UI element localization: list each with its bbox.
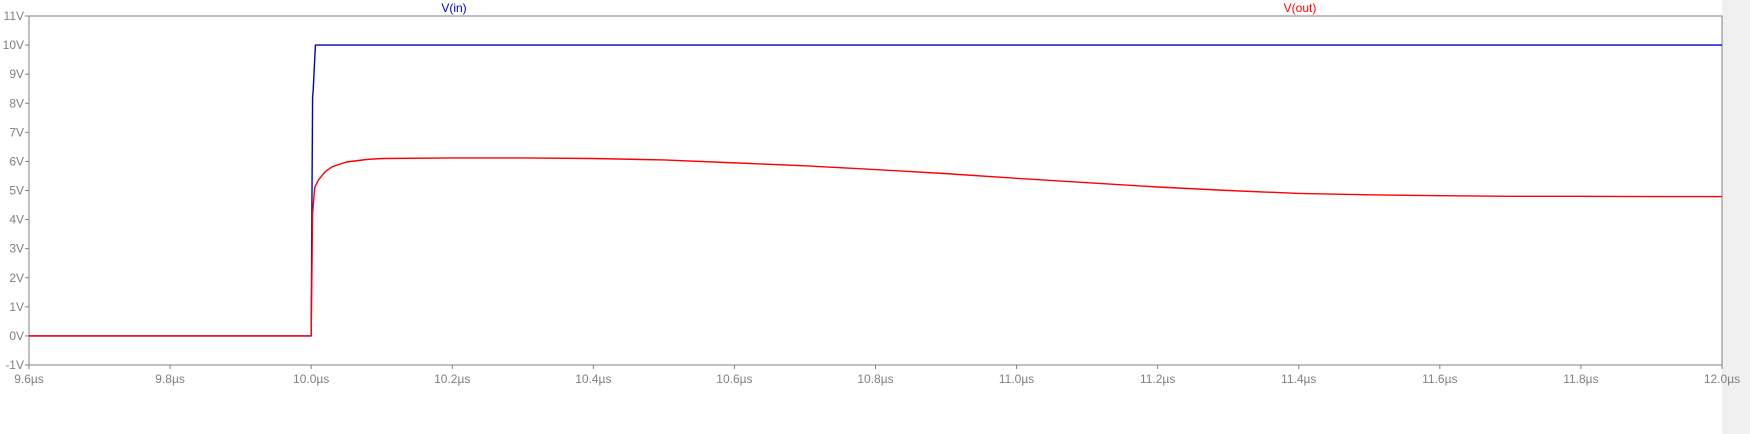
y-tick-label: 10V bbox=[3, 38, 24, 52]
y-tick-label: 6V bbox=[9, 154, 24, 168]
x-tick-label: 11.2µs bbox=[1140, 372, 1175, 386]
y-tick-label: 4V bbox=[9, 213, 24, 227]
x-tick-label: 11.6µs bbox=[1422, 372, 1457, 386]
series-line-vout[interactable] bbox=[29, 157, 1722, 337]
x-tick-label: 10.8µs bbox=[857, 372, 893, 386]
y-tick-label: 3V bbox=[9, 242, 24, 256]
y-tick-label: 5V bbox=[9, 184, 24, 198]
legend-label-vin[interactable]: V(in) bbox=[441, 1, 466, 15]
x-tick-label: 10.2µs bbox=[434, 372, 470, 386]
x-tick-label: 11.0µs bbox=[999, 372, 1034, 386]
series-line-vin[interactable] bbox=[29, 44, 1722, 337]
legend: V(in) V(out) bbox=[441, 1, 1316, 15]
y-tick-label: 0V bbox=[9, 329, 24, 343]
y-tick-label: -1V bbox=[5, 358, 24, 372]
y-tick-label: 9V bbox=[9, 67, 24, 81]
y-tick-label: 8V bbox=[9, 96, 24, 110]
scrollbar-strip bbox=[1722, 0, 1750, 434]
x-tick-label: 9.6µs bbox=[14, 372, 44, 386]
x-axis: 9.6µs 9.8µs 10.0µs 10.2µs 10.4µs 10.6µs 10.8µs… bbox=[14, 365, 1740, 386]
x-tick-label: 12.0µs bbox=[1704, 372, 1740, 386]
y-tick-label: 1V bbox=[9, 300, 24, 314]
plot-frame bbox=[28, 15, 1723, 366]
y-tick-label: 2V bbox=[9, 271, 24, 285]
x-tick-label: 10.4µs bbox=[575, 372, 611, 386]
legend-label-vout[interactable]: V(out) bbox=[1284, 1, 1317, 15]
x-tick-label: 10.6µs bbox=[716, 372, 752, 386]
series-layer bbox=[29, 44, 1722, 337]
y-tick-label: 7V bbox=[9, 125, 24, 139]
x-tick-label: 9.8µs bbox=[155, 372, 185, 386]
x-tick-label: 11.4µs bbox=[1281, 372, 1316, 386]
x-tick-label: 10.0µs bbox=[293, 372, 329, 386]
y-tick-label: 11V bbox=[4, 9, 24, 23]
y-axis: 11V 10V 9V 8V 7V 6V 5V 4V 3V 2V 1V 0V -1V bbox=[3, 9, 29, 372]
x-tick-label: 11.8µs bbox=[1563, 372, 1598, 386]
